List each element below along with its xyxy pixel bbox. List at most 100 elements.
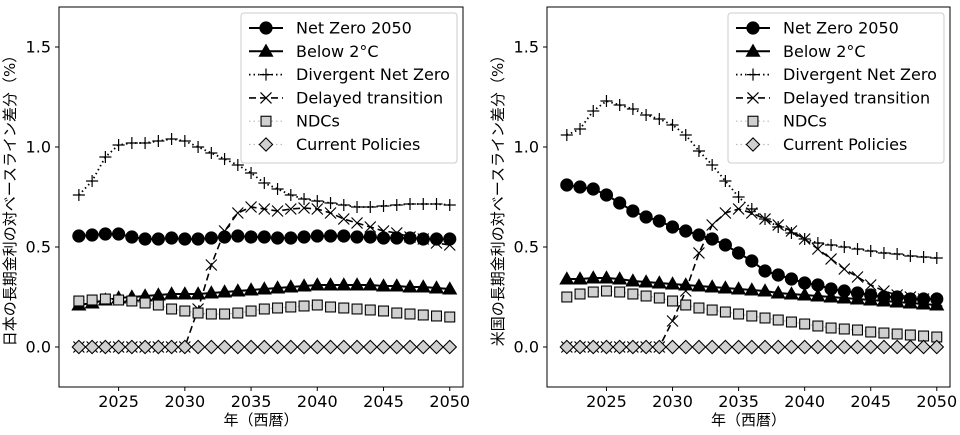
chart0-point xyxy=(442,339,458,355)
chart1-point xyxy=(692,228,706,242)
chart1-point xyxy=(825,253,838,265)
chart1-point xyxy=(719,306,731,318)
chart1-x-tick-label: 2045 xyxy=(850,392,891,411)
chart1-point xyxy=(731,281,747,295)
chart0-legend-label: Delayed transition xyxy=(296,88,443,107)
chart1-y-tick-label: 0.0 xyxy=(514,338,539,357)
chart0-point xyxy=(152,134,165,148)
chart0-point xyxy=(218,225,231,237)
chart0-point xyxy=(112,138,125,152)
chart0-point xyxy=(86,174,99,188)
chart0-point xyxy=(203,285,219,299)
chart0-point xyxy=(257,230,271,244)
chart1-point xyxy=(585,339,601,355)
chart0-point xyxy=(284,203,297,215)
chart0-point xyxy=(217,339,232,355)
chart0-point xyxy=(309,339,325,355)
chart1-point xyxy=(717,280,733,294)
chart1-point xyxy=(811,236,824,250)
chart0-point xyxy=(390,198,403,212)
chart0-legend-marker xyxy=(259,21,273,35)
chart1-point xyxy=(719,207,732,219)
chart0-point xyxy=(151,232,165,246)
chart0-x-axis-label: 年（西暦） xyxy=(223,411,298,429)
chart0-point xyxy=(178,232,192,246)
chart0-point xyxy=(99,293,111,305)
chart0-point xyxy=(243,339,259,355)
chart0-point xyxy=(258,203,271,215)
chart0-point xyxy=(403,197,417,211)
chart1-point xyxy=(679,285,692,297)
chart1-y-tick-label: 1.0 xyxy=(514,138,539,157)
chart0-x-tick-label: 2045 xyxy=(363,392,404,411)
chart1-legend-label: Divergent Net Zero xyxy=(783,65,937,84)
chart1-point xyxy=(799,318,811,330)
chart1-point xyxy=(574,288,586,300)
chart1-point xyxy=(838,240,851,254)
chart1-point xyxy=(745,254,759,268)
chart1-legend-label: Current Policies xyxy=(783,135,907,154)
chart1-legend-marker xyxy=(747,115,759,127)
chart1-point xyxy=(744,282,760,296)
chart0-point xyxy=(378,305,390,317)
chart0-point xyxy=(324,207,337,219)
chart1-point xyxy=(759,312,771,324)
chart1-point xyxy=(784,339,799,355)
chart0-point xyxy=(284,188,297,202)
chart1-y-axis-label: 米国の長期金利の対ベースライン差分（%） xyxy=(489,48,507,347)
chart0-point xyxy=(417,197,430,211)
chart0-point xyxy=(336,339,352,355)
chart0-point xyxy=(203,339,219,355)
chart0-point xyxy=(417,233,430,245)
chart0-point xyxy=(296,339,312,355)
chart1-point xyxy=(770,339,786,355)
chart0-point xyxy=(349,339,365,355)
chart0-point xyxy=(415,279,431,293)
chart1-point xyxy=(600,285,612,297)
chart0-point xyxy=(364,200,377,214)
chart0-point xyxy=(164,339,179,355)
chart1-point xyxy=(625,339,641,355)
chart0-point xyxy=(389,339,405,355)
chart0-point xyxy=(245,201,257,213)
chart0-point xyxy=(230,283,246,297)
chart0-y-tick-label: 1.5 xyxy=(26,38,51,57)
chart0-x-tick-label: 2025 xyxy=(98,392,139,411)
chart0-point xyxy=(336,277,352,291)
chart0-point xyxy=(417,309,429,321)
chart1-point xyxy=(586,182,600,196)
chart1-x-tick-label: 2030 xyxy=(652,392,693,411)
chart0-point xyxy=(272,302,284,314)
chart0-point xyxy=(296,278,312,292)
chart1-point xyxy=(651,275,667,289)
chart0-point xyxy=(231,229,245,243)
chart1-point xyxy=(864,279,877,291)
chart1-x-tick-label: 2040 xyxy=(784,392,825,411)
chart1-point xyxy=(612,271,628,285)
chart1-point xyxy=(838,263,851,275)
chart1-point xyxy=(625,273,641,287)
chart0-point xyxy=(232,307,244,319)
chart0-point xyxy=(99,150,112,164)
chart1-point xyxy=(836,339,852,355)
chart0-series-line xyxy=(78,206,450,348)
chart0-point xyxy=(311,203,324,215)
chart0-point xyxy=(192,140,205,154)
chart0-point xyxy=(284,231,298,245)
chart1-point xyxy=(823,339,839,355)
chart0-point xyxy=(271,182,284,196)
chart0-point xyxy=(362,339,378,355)
chart1-point xyxy=(653,112,666,126)
chart0-point xyxy=(323,339,338,355)
chart1-point xyxy=(599,188,614,202)
chart0-legend-marker xyxy=(260,91,272,104)
chart0-point xyxy=(285,301,297,313)
chart1-legend-marker xyxy=(747,91,759,104)
chart1-point xyxy=(613,98,626,112)
chart0-point xyxy=(85,228,99,242)
chart1-point xyxy=(783,286,799,300)
chart0-point xyxy=(351,303,363,315)
chart1-point xyxy=(664,276,681,290)
chart0-point xyxy=(125,230,139,244)
chart0-point xyxy=(389,278,405,292)
